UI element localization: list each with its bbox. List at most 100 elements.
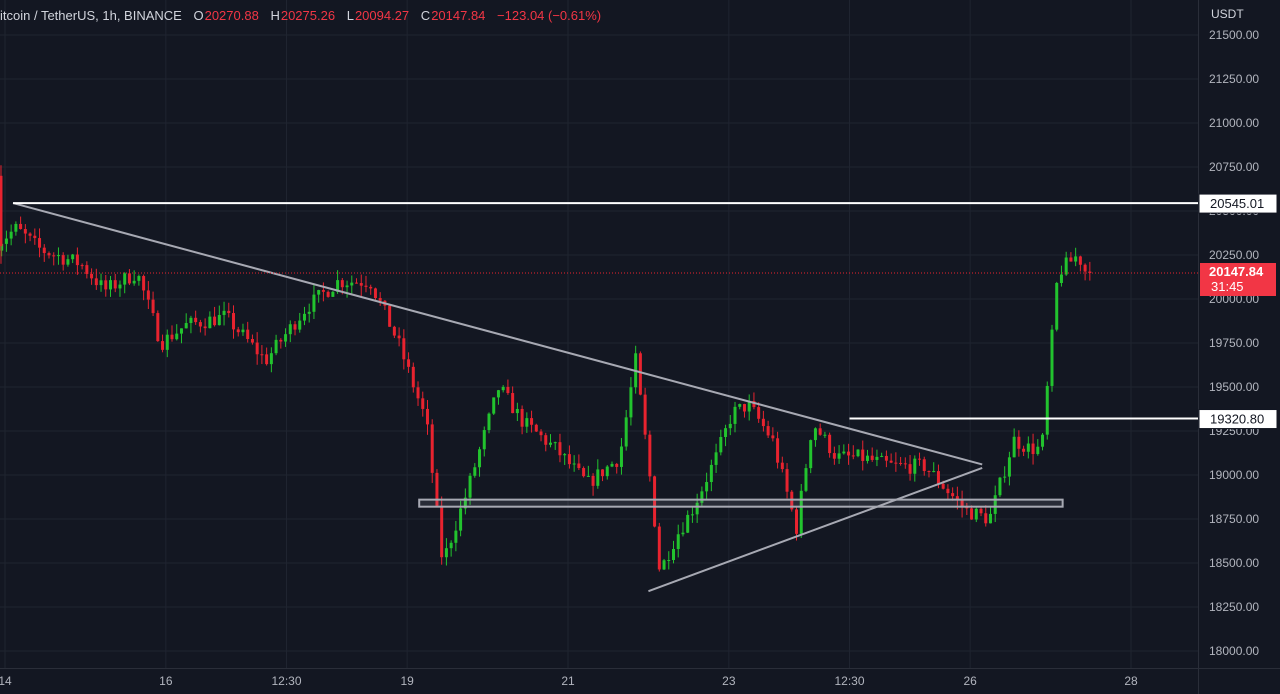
close-value: 20147.84	[431, 8, 486, 23]
candle	[624, 409, 628, 451]
candle	[974, 507, 978, 523]
candle-body	[127, 273, 131, 284]
candle-body	[444, 548, 448, 558]
candle	[246, 321, 250, 343]
candle-body	[213, 316, 217, 326]
candle	[724, 424, 728, 447]
candle-body	[577, 463, 581, 469]
candle	[260, 345, 264, 365]
candle	[241, 323, 245, 336]
candle-body	[638, 353, 642, 395]
candle	[795, 505, 799, 541]
candle-body	[302, 313, 306, 321]
candle-body	[175, 333, 179, 340]
candle-body	[903, 463, 907, 465]
candle	[1059, 265, 1063, 287]
candle-body	[747, 401, 751, 412]
candle-body	[823, 434, 827, 436]
candle-body	[392, 326, 396, 336]
candle	[903, 457, 907, 469]
candle-body	[487, 413, 491, 431]
y-tick-label: 21500.00	[1209, 28, 1259, 42]
candle-body	[274, 339, 278, 354]
candle-body	[837, 453, 841, 459]
candle-body	[752, 401, 756, 408]
candle	[979, 506, 983, 517]
low-value: 20094.27	[354, 8, 410, 23]
candle-body	[94, 278, 98, 286]
candle-body	[189, 317, 193, 324]
candle-body	[586, 475, 590, 477]
candle-body	[998, 477, 1002, 496]
candle-body	[269, 353, 273, 365]
candle-body	[255, 342, 259, 355]
candle	[865, 449, 869, 464]
candle-body	[799, 490, 803, 534]
candle-body	[615, 463, 619, 467]
candle	[265, 347, 269, 366]
candle-body	[118, 284, 122, 289]
candle	[591, 473, 595, 496]
candle-body	[804, 468, 808, 491]
candle-body	[326, 291, 330, 297]
candle-body	[449, 542, 453, 549]
candle-body	[1059, 274, 1063, 283]
candle-body	[1050, 329, 1054, 386]
candle-body	[440, 505, 444, 558]
candle	[619, 437, 623, 475]
candle-body	[1074, 256, 1078, 262]
candle-body	[662, 560, 666, 570]
candle-body	[109, 280, 113, 290]
candle	[326, 290, 330, 298]
y-tick-label: 18750.00	[1209, 512, 1259, 526]
candle	[127, 269, 131, 286]
candle-body	[246, 329, 250, 340]
candle	[369, 284, 373, 295]
candle	[766, 420, 770, 439]
candle	[350, 275, 354, 294]
candle	[922, 456, 926, 476]
candle	[813, 427, 817, 447]
candle	[530, 410, 534, 433]
candle	[780, 456, 784, 473]
candle-body	[473, 467, 477, 476]
candle	[364, 275, 368, 293]
candle-body	[425, 408, 429, 425]
candle-body	[567, 454, 571, 465]
candle	[298, 312, 302, 333]
candle	[894, 452, 898, 472]
candle-body	[572, 463, 576, 465]
candle	[856, 449, 860, 458]
candle	[0, 165, 3, 264]
candle-body	[667, 560, 671, 562]
candle-body	[288, 324, 292, 335]
candle-body	[142, 276, 146, 291]
candle-body	[478, 449, 482, 468]
candle-body	[312, 294, 316, 312]
bar-countdown: 31:45	[1211, 278, 1244, 294]
candle-body	[1088, 271, 1092, 273]
candle	[757, 402, 761, 423]
candle-body	[695, 502, 699, 515]
candle	[165, 329, 169, 358]
candle-body	[156, 313, 160, 342]
candle	[927, 470, 931, 478]
candle	[752, 392, 756, 410]
candle-body	[534, 424, 538, 432]
candle-body	[955, 496, 959, 500]
support-zone	[418, 498, 1064, 508]
candle-body	[321, 290, 325, 292]
candle-body	[761, 418, 765, 427]
candle	[709, 459, 713, 492]
candle-body	[42, 247, 46, 254]
candle	[161, 334, 165, 353]
candle	[586, 465, 590, 477]
candle-body	[946, 488, 950, 494]
candle	[776, 431, 780, 469]
candle	[373, 287, 377, 301]
candle	[870, 447, 874, 462]
candle	[123, 272, 127, 294]
candle-body	[851, 455, 855, 457]
